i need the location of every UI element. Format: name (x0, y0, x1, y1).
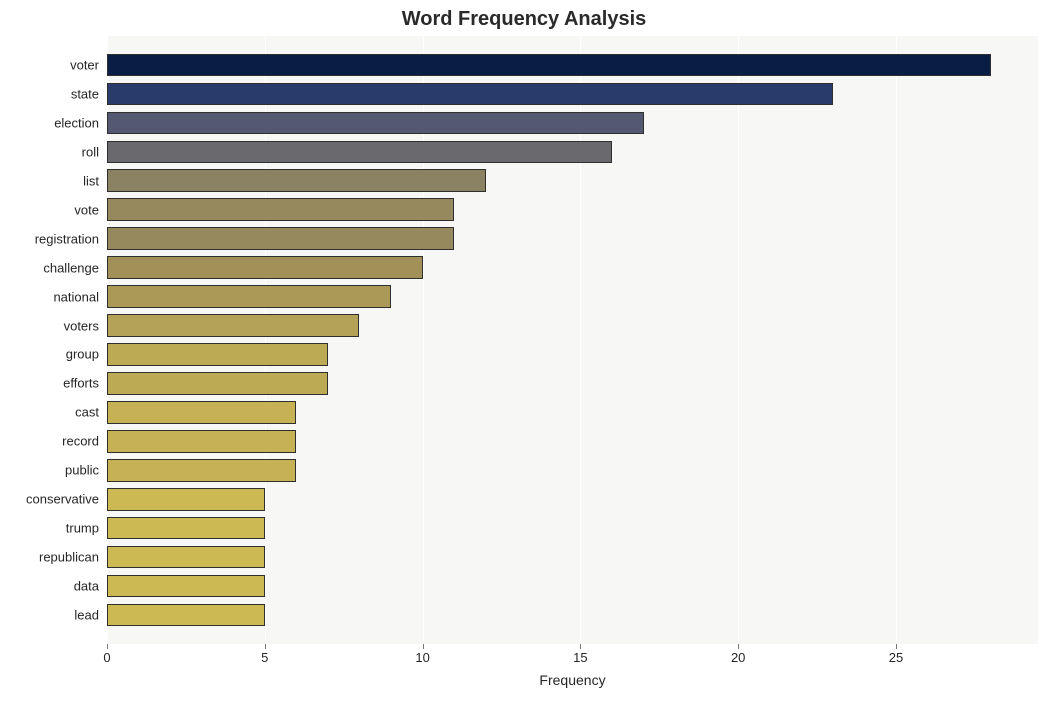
x-tick-mark (580, 644, 581, 649)
bar (107, 314, 359, 337)
x-tick-mark (107, 644, 108, 649)
bar (107, 401, 296, 424)
x-tick-label: 20 (731, 650, 745, 665)
y-tick-label: registration (35, 231, 99, 246)
y-tick-label: efforts (63, 376, 99, 391)
chart-title: Word Frequency Analysis (0, 8, 1048, 31)
bar (107, 198, 454, 221)
x-tick-mark (265, 644, 266, 649)
x-tick-label: 25 (889, 650, 903, 665)
y-tick-label: election (54, 115, 99, 130)
y-tick-label: trump (66, 521, 99, 536)
bar (107, 459, 296, 482)
plot-area: Frequency 0510152025voterstateelectionro… (107, 36, 1038, 644)
bar (107, 256, 423, 279)
x-axis-label: Frequency (539, 672, 605, 688)
bar (107, 54, 991, 77)
bar (107, 227, 454, 250)
bar (107, 430, 296, 453)
gridline (738, 36, 739, 644)
bar (107, 488, 265, 511)
y-tick-label: lead (74, 608, 99, 623)
y-tick-label: group (66, 347, 99, 362)
y-tick-label: cast (75, 405, 99, 420)
y-tick-label: public (65, 463, 99, 478)
x-tick-mark (896, 644, 897, 649)
bar (107, 343, 328, 366)
bar (107, 575, 265, 598)
gridline (896, 36, 897, 644)
y-tick-label: roll (82, 144, 99, 159)
y-tick-label: voters (64, 318, 99, 333)
bar (107, 372, 328, 395)
bar (107, 604, 265, 627)
y-tick-label: list (83, 173, 99, 188)
y-tick-label: republican (39, 550, 99, 565)
y-tick-label: challenge (43, 260, 99, 275)
bar (107, 285, 391, 308)
bar (107, 112, 644, 135)
y-tick-label: national (53, 289, 99, 304)
y-tick-label: voter (70, 57, 99, 72)
bar (107, 83, 833, 106)
bar (107, 546, 265, 569)
x-tick-label: 5 (261, 650, 268, 665)
bar (107, 141, 612, 164)
y-tick-label: record (62, 434, 99, 449)
chart-container: Word Frequency Analysis Frequency 051015… (0, 0, 1048, 701)
x-tick-label: 10 (415, 650, 429, 665)
y-tick-label: conservative (26, 492, 99, 507)
y-tick-label: data (74, 579, 99, 594)
x-tick-mark (738, 644, 739, 649)
bar (107, 169, 486, 192)
y-tick-label: vote (74, 202, 99, 217)
y-tick-label: state (71, 86, 99, 101)
x-tick-mark (423, 644, 424, 649)
bar (107, 517, 265, 540)
x-tick-label: 15 (573, 650, 587, 665)
x-tick-label: 0 (103, 650, 110, 665)
